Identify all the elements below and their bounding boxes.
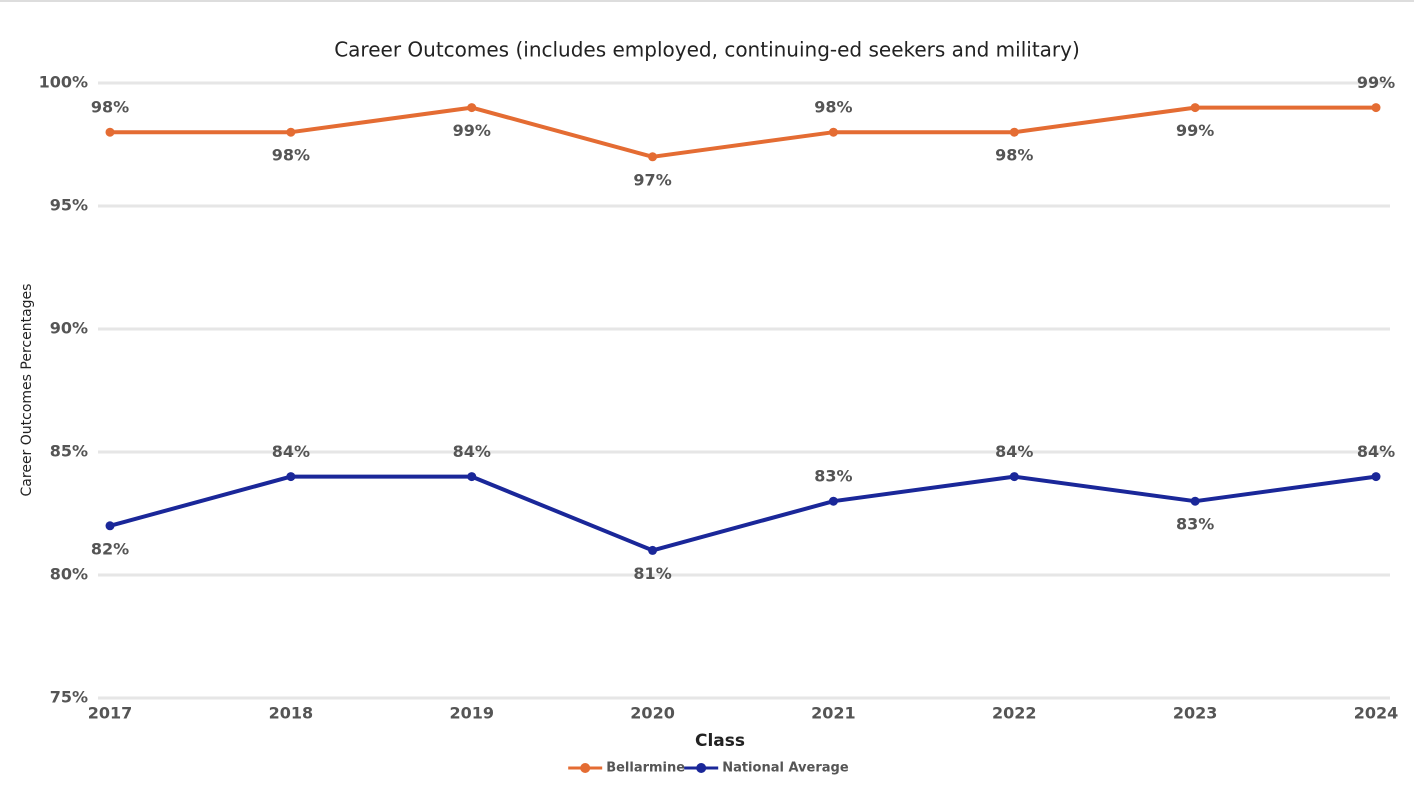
- data-point: [648, 545, 658, 555]
- legend-item: National Average: [684, 761, 849, 776]
- data-label: 84%: [995, 442, 1033, 461]
- data-point: [648, 152, 658, 162]
- data-label: 98%: [91, 98, 129, 117]
- data-point: [1009, 127, 1019, 137]
- data-point: [1371, 472, 1381, 482]
- data-point: [105, 127, 115, 137]
- data-label: 83%: [1176, 515, 1214, 534]
- x-tick-label: 2018: [269, 704, 314, 723]
- y-tick-label: 90%: [50, 319, 88, 338]
- legend-label: National Average: [722, 761, 849, 776]
- series-line: [110, 105, 1376, 159]
- chart-title: Career Outcomes (includes employed, cont…: [334, 38, 1080, 62]
- data-point: [467, 472, 477, 482]
- y-axis-label: Career Outcomes Percentages: [19, 284, 35, 497]
- data-label: 98%: [272, 146, 310, 165]
- legend-swatch: [580, 763, 591, 773]
- data-label: 82%: [91, 539, 129, 558]
- data-point: [828, 127, 838, 137]
- data-label: 84%: [1357, 442, 1395, 461]
- data-point: [286, 472, 296, 482]
- y-tick-label: 85%: [50, 442, 88, 461]
- data-point: [1009, 472, 1019, 482]
- data-label: 99%: [1357, 73, 1395, 92]
- x-tick-label: 2021: [811, 704, 856, 723]
- data-label: 83%: [814, 467, 852, 486]
- data-point: [828, 496, 838, 506]
- data-point: [286, 127, 296, 137]
- data-label: 84%: [453, 442, 491, 461]
- x-tick-label: 2022: [992, 704, 1037, 723]
- data-label: 98%: [814, 98, 852, 117]
- x-tick-label: 2017: [88, 704, 133, 723]
- data-label: 81%: [633, 564, 671, 583]
- legend-label: Bellarmine: [606, 761, 685, 776]
- y-tick-label: 80%: [50, 565, 88, 584]
- data-point: [105, 521, 115, 531]
- x-tick-label: 2023: [1173, 704, 1218, 723]
- data-point: [467, 103, 477, 113]
- x-axis-label: Class: [695, 731, 745, 751]
- data-point: [1190, 496, 1200, 506]
- data-point: [1371, 103, 1381, 113]
- x-tick-label: 2020: [630, 704, 675, 723]
- data-label: 97%: [633, 170, 671, 189]
- y-tick-label: 95%: [50, 196, 88, 215]
- legend-swatch: [696, 763, 707, 773]
- data-label: 98%: [995, 146, 1033, 165]
- legend-item: Bellarmine: [568, 761, 685, 776]
- x-tick-label: 2024: [1354, 704, 1399, 723]
- data-label: 84%: [272, 442, 310, 461]
- data-label: 99%: [453, 121, 491, 140]
- x-tick-label: 2019: [449, 704, 494, 723]
- series-line: [109, 474, 1377, 553]
- data-label: 99%: [1176, 121, 1214, 140]
- data-point: [1190, 103, 1200, 113]
- y-tick-label: 100%: [39, 73, 88, 92]
- y-tick-label: 75%: [50, 688, 88, 707]
